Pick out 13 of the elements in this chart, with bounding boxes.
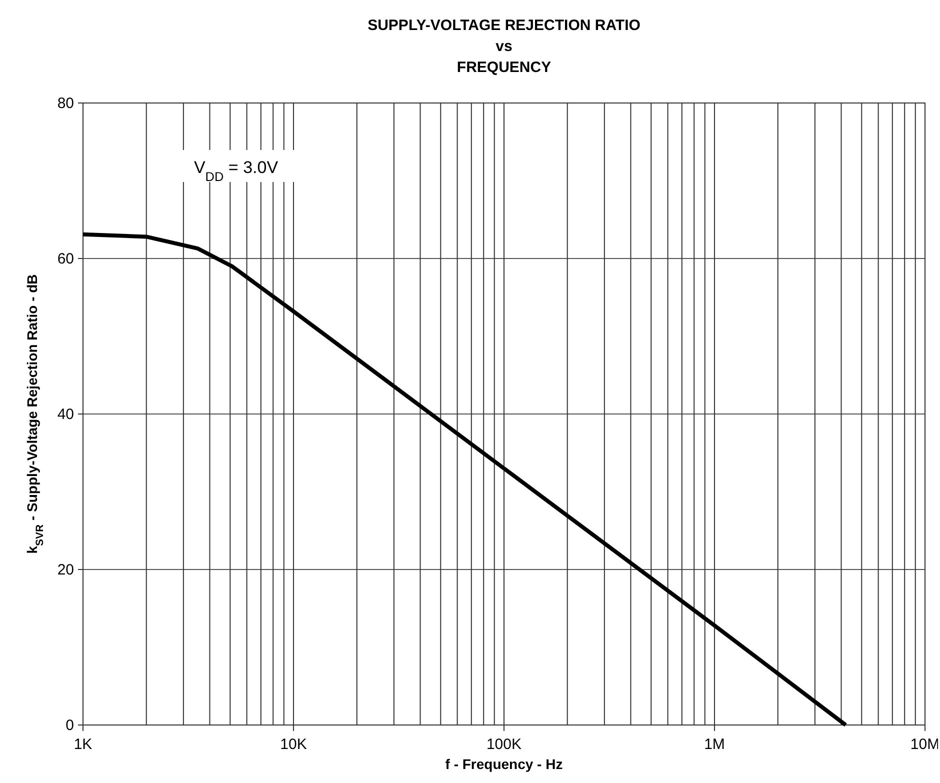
x-tick-label: 100K <box>486 736 522 753</box>
y-tick-label: 0 <box>66 717 74 734</box>
chart-title: SUPPLY-VOLTAGE REJECTION RATIO vs FREQUENCY <box>368 17 641 76</box>
y-tick-label: 60 <box>57 250 74 268</box>
x-axis-title: f - Frequency - Hz <box>445 756 563 772</box>
x-tick-label: 10M <box>910 736 940 753</box>
annotation: V$_{DD}$ = 3.0V <box>194 158 279 184</box>
x-tick-label: 1M <box>704 736 725 753</box>
y-tick-label: 80 <box>57 95 74 112</box>
y-tick-label: 20 <box>57 562 74 578</box>
x-tick-label: 1K <box>74 736 92 753</box>
y-tick-label: 40 <box>57 406 74 423</box>
x-tick-label: 10K <box>280 736 307 753</box>
